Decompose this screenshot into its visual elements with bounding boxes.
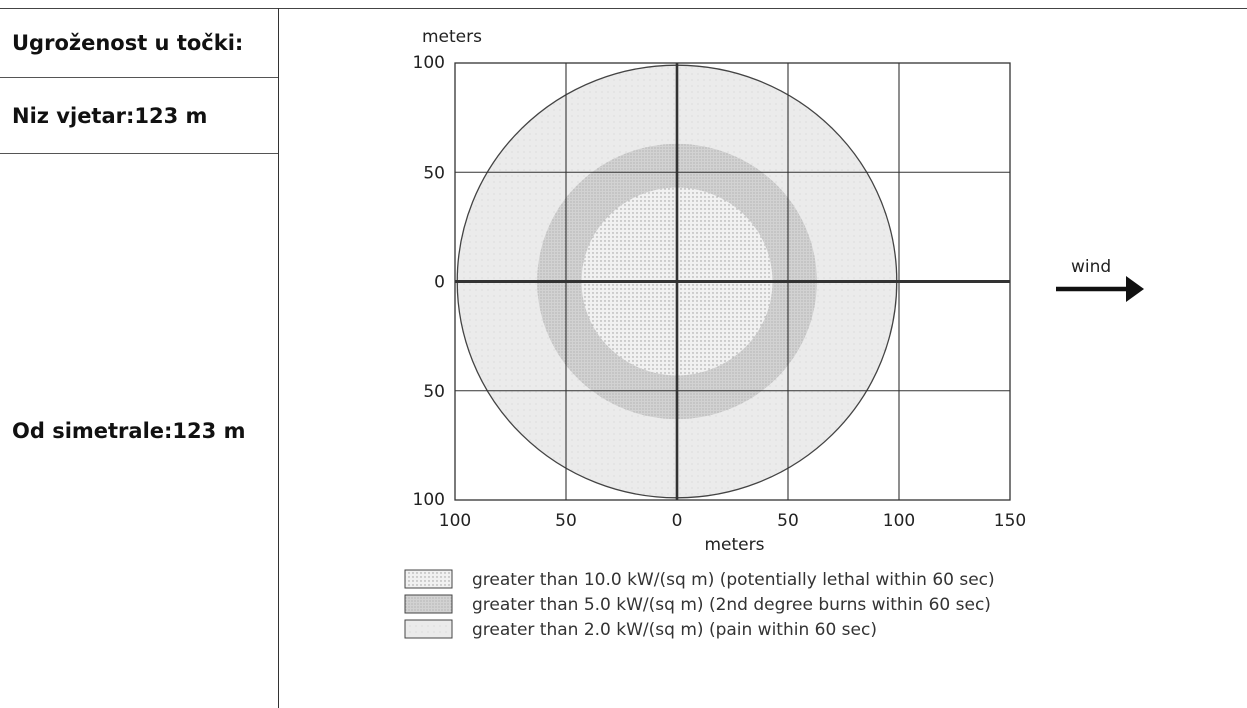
legend-swatch-1 (404, 569, 453, 589)
downwind-distance-label: Niz vjetar:123 m (12, 103, 208, 128)
x-tick-label: 50 (777, 511, 799, 531)
y-tick-label: 50 (423, 163, 445, 183)
y-axis-label: meters (422, 27, 482, 47)
y-tick-label: 100 (413, 490, 445, 510)
legend-label-2: greater than 5.0 kW/(sq m) (2nd degree b… (472, 595, 991, 615)
wind-label: wind (1071, 257, 1111, 277)
crosswind-distance-label: Od simetrale:123 m (12, 419, 246, 443)
legend-label-1: greater than 10.0 kW/(sq m) (potentially… (472, 570, 995, 590)
x-tick-label: 100 (883, 511, 915, 531)
y-tick-label: 0 (434, 273, 445, 293)
top-border (0, 8, 1247, 9)
x-axis-label: meters (705, 535, 765, 555)
x-tick-label: 50 (555, 511, 577, 531)
y-tick-label: 100 (413, 53, 445, 73)
legend-swatch-2 (404, 594, 453, 614)
wind-arrow-icon (1126, 276, 1144, 302)
threat-at-point-label: Ugroženost u točki: (12, 30, 244, 55)
downwind-distance-cell: Niz vjetar:123 m (0, 78, 278, 154)
threat-info-panel: Ugroženost u točki: Niz vjetar:123 m Od … (0, 8, 279, 708)
x-tick-label: 100 (439, 511, 471, 531)
y-tick-label: 50 (423, 382, 445, 402)
legend-label-3: greater than 2.0 kW/(sq m) (pain within … (472, 620, 877, 640)
threat-at-point-cell: Ugroženost u točki: (0, 8, 278, 78)
x-tick-label: 0 (672, 511, 683, 531)
crosswind-distance-cell: Od simetrale:123 m (0, 154, 278, 708)
x-tick-label: 150 (994, 511, 1026, 531)
legend-swatch-3 (404, 619, 453, 639)
